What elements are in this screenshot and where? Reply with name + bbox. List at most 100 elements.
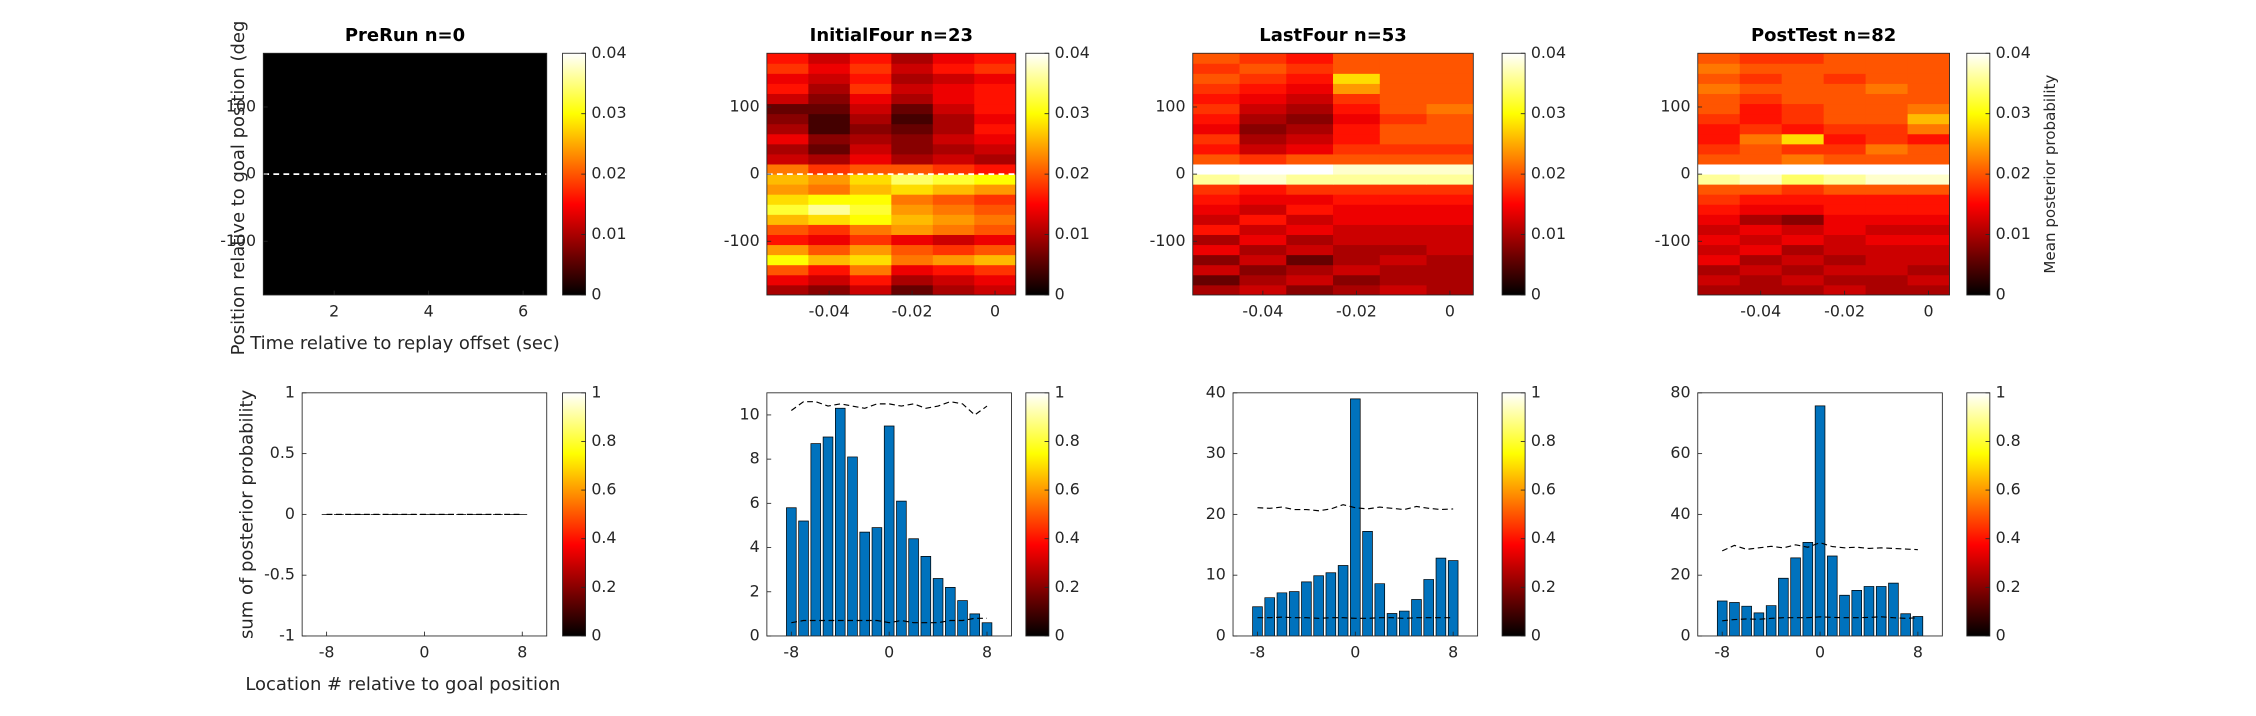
heat-cell [263, 274, 311, 286]
heat-cell [1865, 143, 1909, 155]
heat-cell [1739, 274, 1783, 286]
heat-cell [849, 244, 892, 256]
heat-cell [1781, 133, 1825, 145]
x-tick-label: -0.04 [809, 302, 850, 321]
heat-cell [1239, 284, 1287, 295]
heat-cell [766, 93, 809, 105]
heat-cell [1823, 63, 1867, 74]
heat-cell [357, 214, 406, 225]
heat-cell [310, 274, 359, 286]
heat-cell [405, 103, 453, 115]
heat-cell [1333, 284, 1381, 295]
heat-cell [849, 194, 892, 205]
x-tick-label: -0.04 [1242, 302, 1283, 321]
heat-cell [808, 123, 851, 135]
heat-cell [1781, 103, 1825, 115]
y-tick-label: 8 [750, 449, 760, 468]
heat-cell [1781, 123, 1825, 135]
heat-cell [405, 143, 453, 155]
heat-cell [849, 133, 892, 145]
bar [1814, 405, 1826, 636]
heat-cell [357, 53, 406, 64]
y-tick-label: 40 [1206, 382, 1226, 401]
heat-cell [1239, 254, 1287, 266]
chart-title: InitialFour n=23 [810, 25, 973, 46]
heat-cell [1781, 194, 1825, 205]
heat-cell [1739, 284, 1783, 295]
heat-cell [405, 153, 453, 165]
heat-cell [974, 214, 1016, 225]
heat-cell [263, 214, 311, 225]
heat-cell [357, 164, 406, 175]
heat-cell [1697, 133, 1741, 145]
bar [1863, 586, 1875, 636]
heat-cell [1739, 53, 1783, 64]
heat-cell [1192, 143, 1240, 155]
heat-cell [932, 93, 975, 105]
heat-cell [766, 184, 809, 195]
heat-cell [357, 143, 406, 155]
y-tick-label: 4 [750, 537, 760, 556]
bar [834, 407, 846, 636]
colorbar-tick-label: 0 [1531, 284, 1541, 303]
heat-cell [1781, 214, 1825, 225]
heat-cell [1286, 63, 1334, 74]
heat-cell [452, 214, 500, 225]
heat-cell [1379, 113, 1427, 125]
heat-cell [1697, 204, 1741, 215]
heat-cell [1379, 184, 1427, 195]
heat-cell [849, 204, 892, 215]
heat-cell [1192, 73, 1240, 84]
chart-title: PreRun n=0 [345, 25, 465, 46]
heat-cell [1697, 153, 1741, 165]
bar [920, 556, 932, 636]
x-tick-label: -8 [1714, 643, 1730, 662]
heat-cell [891, 254, 934, 266]
heat-cell [766, 73, 809, 84]
heat-cell [1379, 153, 1427, 165]
bar [859, 531, 870, 636]
heat-cell [1286, 214, 1334, 225]
heat-cell [499, 73, 547, 84]
y-axis-label: sum of posterior probability [236, 389, 257, 639]
heat-cell [1781, 284, 1825, 295]
heat-cell [405, 133, 453, 145]
bar [1350, 398, 1361, 636]
heat-cell [1781, 93, 1825, 105]
x-tick-label: -8 [1250, 643, 1266, 662]
heat-cell [1907, 254, 1950, 266]
heat-cell [1907, 133, 1950, 145]
heat-cell [974, 174, 1016, 185]
heat-cell [1426, 53, 1474, 64]
heat-cell [1823, 93, 1867, 105]
heat-cell [891, 204, 934, 215]
heat-cell [1426, 284, 1474, 295]
heat-cell [1286, 123, 1334, 135]
heat-cell [1739, 204, 1783, 215]
heat-cell [1333, 264, 1381, 276]
heat-cell [1823, 244, 1867, 256]
heat-cell [766, 284, 809, 295]
heat-cell [974, 153, 1016, 165]
heat-cell [974, 224, 1016, 235]
heat-cell [263, 194, 311, 205]
heat-cell [1823, 153, 1867, 165]
heat-cell [1697, 194, 1741, 205]
y-tick-label: 0 [750, 625, 760, 644]
heat-cell [1426, 164, 1474, 175]
heat-cell [932, 254, 975, 266]
heat-cell [1907, 224, 1950, 235]
heat-cell [452, 204, 500, 215]
heat-cell [263, 73, 311, 84]
heat-cell [849, 214, 892, 225]
heat-cell [499, 234, 547, 246]
heat-cell [1239, 143, 1287, 155]
heat-cell [808, 204, 851, 215]
heat-cell [932, 153, 975, 165]
colorbar-tick-label: 0.03 [1055, 103, 1090, 122]
heat-cell [452, 274, 500, 286]
heat-cell [263, 103, 311, 115]
heat-cell [1239, 133, 1287, 145]
heat-cell [974, 184, 1016, 195]
bar [932, 578, 944, 636]
